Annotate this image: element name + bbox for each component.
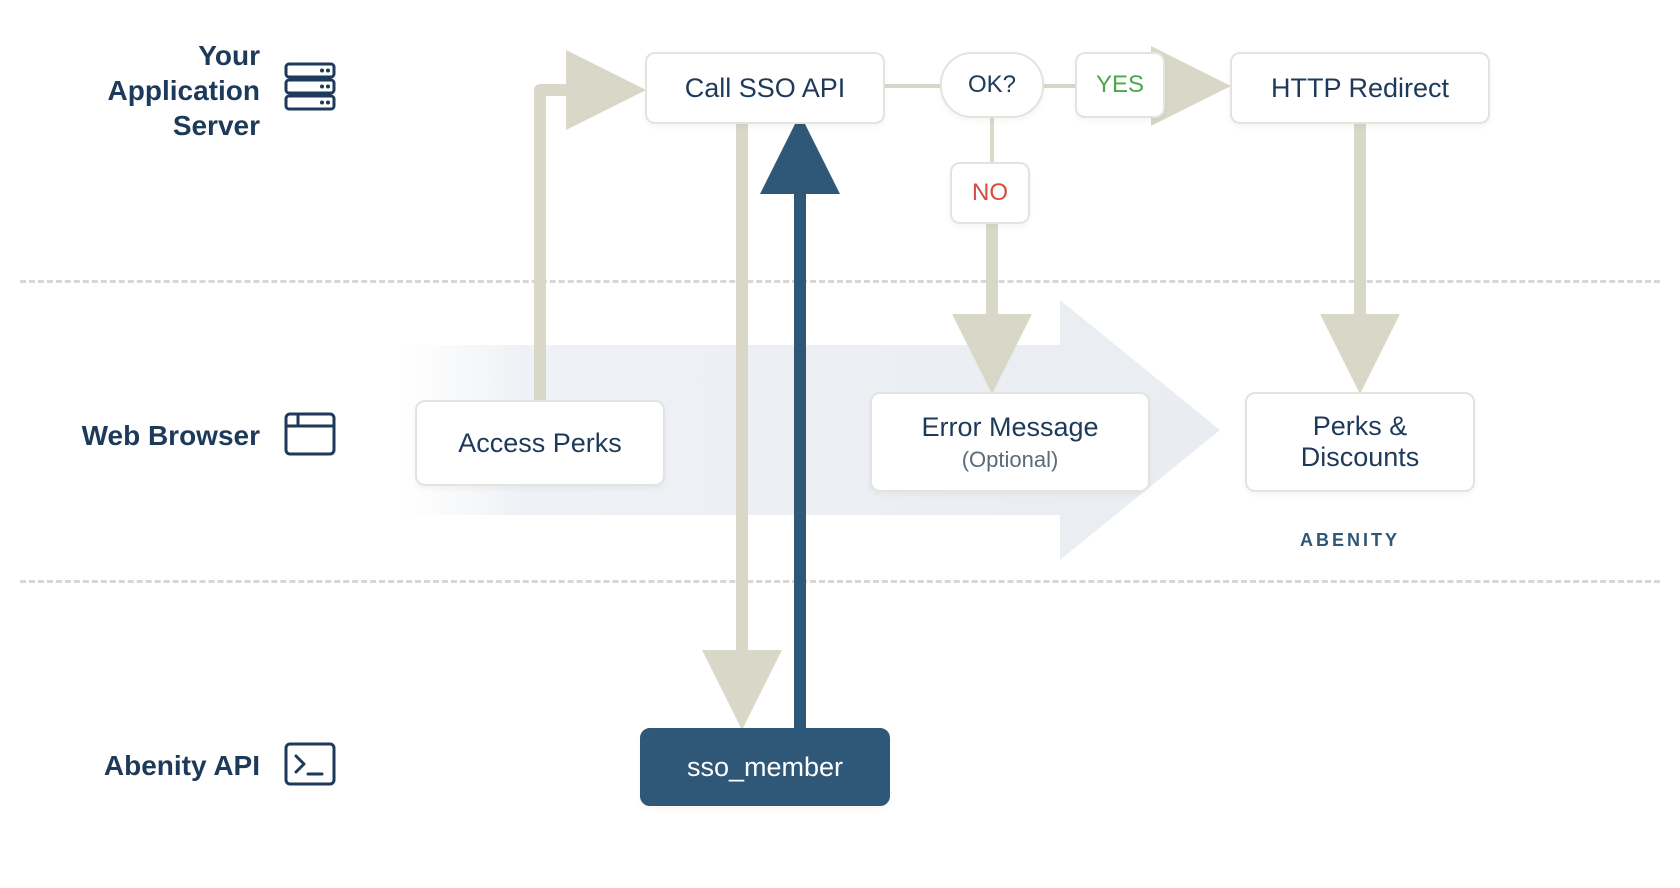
brand-label: ABENITY: [1300, 530, 1400, 551]
browser-icon: [280, 404, 340, 464]
node-sso-member: sso_member: [640, 728, 890, 806]
node-no: NO: [950, 162, 1030, 224]
lane-separator-2: [20, 580, 1660, 583]
server-icon: [280, 56, 340, 116]
node-error-message-label: Error Message: [921, 412, 1098, 443]
lane-label-api: Abenity API: [50, 748, 260, 783]
lane-label-browser: Web Browser: [50, 418, 260, 453]
node-error-message-sub: (Optional): [962, 447, 1059, 473]
lane-separator-1: [20, 280, 1660, 283]
diagram-canvas: Your Application Server Web Browser Aben…: [0, 0, 1680, 888]
lane-label-server: Your Application Server: [50, 38, 260, 143]
node-call-sso-api: Call SSO API: [645, 52, 885, 124]
node-error-message: Error Message (Optional): [870, 392, 1150, 492]
terminal-icon: [280, 734, 340, 794]
node-access-perks: Access Perks: [415, 400, 665, 486]
node-perks-discounts: Perks & Discounts: [1245, 392, 1475, 492]
node-http-redirect: HTTP Redirect: [1230, 52, 1490, 124]
node-yes: YES: [1075, 52, 1165, 118]
node-ok-decision: OK?: [940, 52, 1044, 118]
